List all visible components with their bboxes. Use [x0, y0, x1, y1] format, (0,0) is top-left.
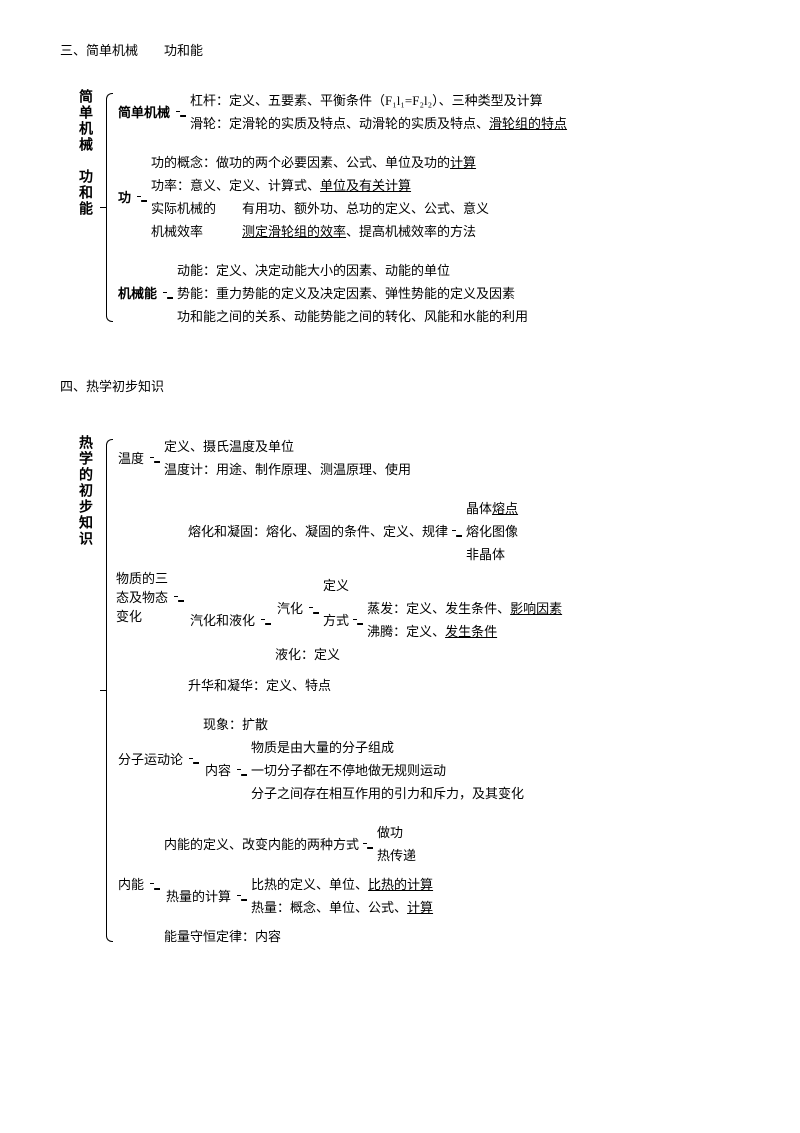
- branch-state-change: 物质的三 态及物态 变化 熔化和凝固：熔化、凝固的条件、定义、规律 晶体熔点 熔…: [116, 497, 562, 695]
- branch-kinetic-theory: 分子运动论 现象：扩散 内容 物质是由大量的分子组成 一切分子都在不停地做无规则…: [116, 713, 562, 803]
- root-label-4: 热学的初步知识: [70, 435, 98, 946]
- diagram-mechanics: 简单机械 功和能 简单机械 杠杆：定义、五要素、平衡条件（F₁l₁=F₂l₂）、…: [70, 89, 740, 326]
- branch-simple-machine: 简单机械 杠杆：定义、五要素、平衡条件（F₁l₁=F₂l₂）、三种类型及计算 滑…: [116, 89, 567, 133]
- branch-mechanical-energy: 机械能 动能：定义、决定动能大小的因素、动能的单位 势能：重力势能的定义及决定因…: [116, 259, 567, 326]
- section-4-title: 四、热学初步知识: [60, 376, 740, 395]
- diagram-thermal: 热学的初步知识 温度 定义、摄氏温度及单位 温度计：用途、制作原理、测温原理、使…: [70, 435, 740, 946]
- sub-vaporization: 汽化和液化 汽化 定义 方式: [188, 574, 562, 664]
- branch-temperature: 温度 定义、摄氏温度及单位 温度计：用途、制作原理、测温原理、使用: [116, 435, 562, 479]
- sub-sublimation: 升华和凝华：定义、特点: [188, 674, 562, 695]
- section-3-title: 三、简单机械 功和能: [60, 40, 740, 59]
- branch-internal-energy: 内能 内能的定义、改变内能的两种方式 做功 热传递 热量的计算 比热的定义、单位…: [116, 821, 562, 946]
- root-label-3: 简单机械 功和能: [70, 89, 98, 326]
- branch-work: 功 功的概念：做功的两个必要因素、公式、单位及功的计算 功率：意义、定义、计算式…: [116, 151, 567, 241]
- sub-melting: 熔化和凝固：熔化、凝固的条件、定义、规律 晶体熔点 熔化图像 非晶体: [188, 497, 562, 564]
